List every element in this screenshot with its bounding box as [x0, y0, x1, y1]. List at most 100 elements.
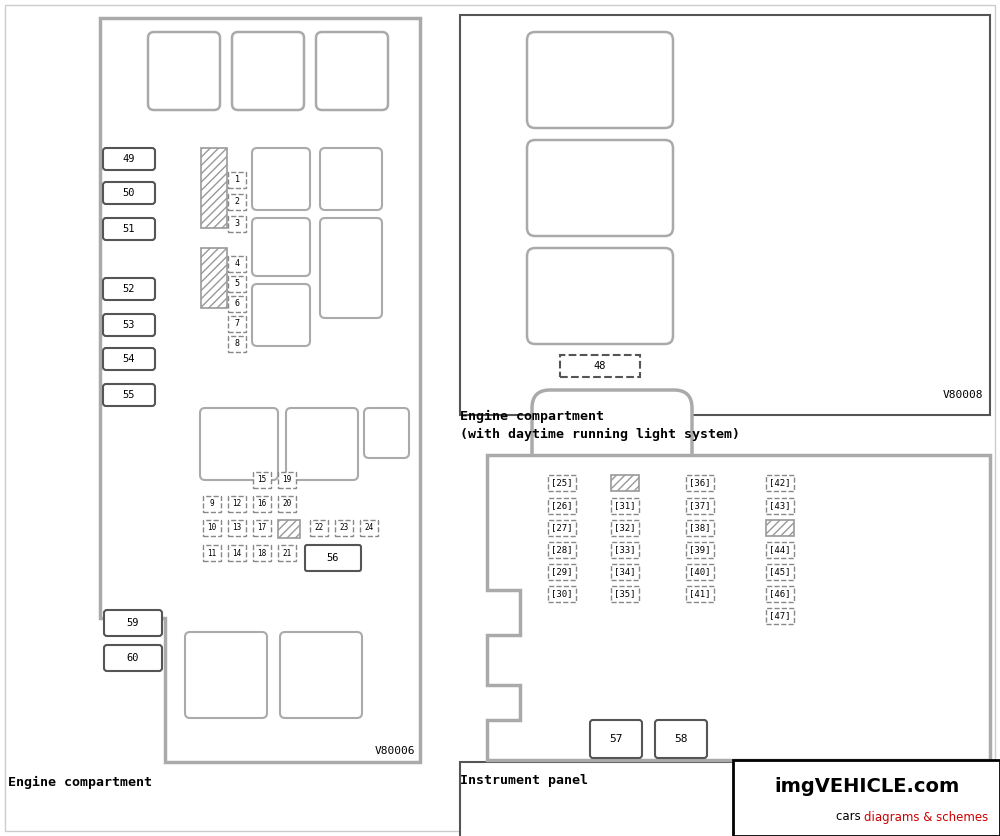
Text: 21: 21: [282, 548, 292, 558]
Bar: [253, 472, 271, 488]
Bar: [228, 172, 246, 188]
FancyBboxPatch shape: [305, 545, 361, 571]
Bar: [310, 520, 328, 536]
Text: 2: 2: [234, 197, 240, 206]
FancyBboxPatch shape: [655, 720, 707, 758]
Text: 11: 11: [207, 548, 217, 558]
Bar: [228, 276, 246, 292]
Bar: [203, 520, 221, 536]
Text: (with daytime running light system): (with daytime running light system): [460, 428, 740, 441]
Text: 18: 18: [257, 548, 267, 558]
Bar: [253, 520, 271, 536]
Bar: [548, 542, 576, 558]
FancyBboxPatch shape: [316, 32, 388, 110]
Text: [43]: [43]: [769, 502, 791, 511]
Bar: [766, 520, 794, 536]
FancyBboxPatch shape: [148, 32, 220, 110]
Bar: [611, 542, 639, 558]
Text: 54: 54: [123, 354, 135, 364]
FancyBboxPatch shape: [320, 148, 382, 210]
Text: 5: 5: [234, 279, 240, 288]
Text: 12: 12: [232, 499, 242, 508]
Text: 10: 10: [207, 523, 217, 533]
Text: 60: 60: [127, 653, 139, 663]
Text: 58: 58: [674, 734, 688, 744]
Text: 52: 52: [123, 284, 135, 294]
FancyBboxPatch shape: [103, 384, 155, 406]
Text: [39]: [39]: [689, 546, 711, 554]
Text: 56: 56: [327, 553, 339, 563]
Text: 50: 50: [123, 188, 135, 198]
Text: Instrument panel: Instrument panel: [460, 774, 588, 787]
Text: [34]: [34]: [614, 568, 636, 577]
Bar: [766, 608, 794, 624]
FancyBboxPatch shape: [103, 148, 155, 170]
Bar: [360, 520, 378, 536]
Text: imgVEHICLE.com: imgVEHICLE.com: [774, 777, 959, 796]
Text: 53: 53: [123, 320, 135, 330]
Bar: [686, 498, 714, 514]
FancyBboxPatch shape: [103, 314, 155, 336]
Text: [27]: [27]: [551, 523, 573, 533]
FancyBboxPatch shape: [103, 218, 155, 240]
FancyBboxPatch shape: [232, 32, 304, 110]
Bar: [228, 336, 246, 352]
Bar: [228, 496, 246, 512]
Bar: [253, 545, 271, 561]
Text: 55: 55: [123, 390, 135, 400]
Text: [33]: [33]: [614, 546, 636, 554]
Bar: [203, 496, 221, 512]
Bar: [201, 148, 227, 228]
Bar: [228, 545, 246, 561]
Text: Engine compartment: Engine compartment: [8, 776, 152, 789]
Bar: [766, 498, 794, 514]
Text: 9: 9: [210, 499, 214, 508]
Text: [45]: [45]: [769, 568, 791, 577]
Bar: [203, 545, 221, 561]
Bar: [228, 520, 246, 536]
Text: 7: 7: [234, 319, 240, 329]
Text: [38]: [38]: [689, 523, 711, 533]
FancyBboxPatch shape: [320, 218, 382, 318]
FancyBboxPatch shape: [527, 140, 673, 236]
Bar: [611, 586, 639, 602]
Bar: [766, 475, 794, 491]
Text: diagrams & schemes: diagrams & schemes: [864, 810, 989, 823]
Text: 23: 23: [339, 523, 349, 533]
Bar: [228, 296, 246, 312]
Text: 6: 6: [234, 299, 240, 308]
Text: [25]: [25]: [551, 478, 573, 487]
FancyBboxPatch shape: [185, 632, 267, 718]
Text: 19: 19: [282, 476, 292, 485]
Text: 16: 16: [257, 499, 267, 508]
Bar: [548, 498, 576, 514]
Text: 8: 8: [234, 339, 240, 349]
Bar: [611, 520, 639, 536]
Bar: [611, 498, 639, 514]
Text: 22: 22: [314, 523, 324, 533]
Bar: [460, 15, 990, 415]
Bar: [228, 194, 246, 210]
Text: 59: 59: [127, 618, 139, 628]
Bar: [278, 496, 296, 512]
Bar: [548, 475, 576, 491]
Bar: [686, 475, 714, 491]
Text: 51: 51: [123, 224, 135, 234]
Text: [40]: [40]: [689, 568, 711, 577]
Text: [29]: [29]: [551, 568, 573, 577]
Text: 14: 14: [232, 548, 242, 558]
Bar: [228, 216, 246, 232]
FancyBboxPatch shape: [532, 390, 692, 758]
Text: V80008: V80008: [942, 390, 983, 400]
Text: [44]: [44]: [769, 546, 791, 554]
Text: [41]: [41]: [689, 589, 711, 599]
FancyBboxPatch shape: [103, 278, 155, 300]
Bar: [278, 545, 296, 561]
Bar: [686, 586, 714, 602]
Text: 24: 24: [364, 523, 374, 533]
Text: 20: 20: [282, 499, 292, 508]
FancyBboxPatch shape: [103, 348, 155, 370]
Bar: [560, 355, 640, 377]
Bar: [278, 520, 300, 538]
Text: 49: 49: [123, 154, 135, 164]
